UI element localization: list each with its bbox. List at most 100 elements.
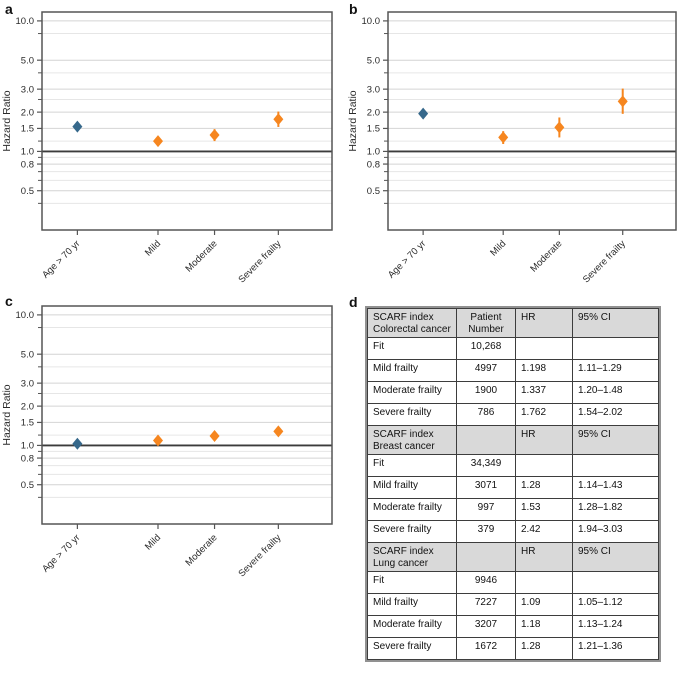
table-cell: 786	[456, 403, 516, 426]
table-row: Severe frailty 1672 1.28 1.21–1.36	[367, 637, 659, 660]
table-header-cell: HR	[515, 425, 573, 455]
x-tick-label: Moderate	[528, 238, 564, 274]
table-cell: 1.198	[515, 359, 573, 382]
y-tick-label: 3.0	[21, 378, 34, 389]
table-cell: 2.42	[515, 520, 573, 543]
table-cell: 1900	[456, 381, 516, 404]
table-row: Severe frailty 379 2.42 1.94–3.03	[367, 520, 659, 543]
y-tick-label: 0.8	[21, 159, 34, 170]
table-row: Mild frailty 3071 1.28 1.14–1.43	[367, 476, 659, 499]
table-cell: 1.53	[515, 498, 573, 521]
table-cell: 3071	[456, 476, 516, 499]
data-point-marker	[209, 128, 220, 141]
panel-label-a: a	[5, 1, 13, 17]
table-cell	[572, 454, 659, 477]
table-row: Moderate frailty 3207 1.18 1.13–1.24	[367, 615, 659, 638]
table-cell: 1.05–1.12	[572, 593, 659, 616]
table-cell: 1.13–1.24	[572, 615, 659, 638]
y-tick-label: 0.8	[367, 159, 380, 170]
table-header-cell: HR	[515, 542, 573, 572]
table-cell: Moderate frailty	[367, 615, 457, 638]
y-tick-label: 10.0	[16, 16, 35, 27]
data-point-marker	[498, 131, 509, 144]
data-point-marker	[617, 95, 628, 108]
x-tick-label: Mild	[143, 532, 163, 552]
table-cell: 4997	[456, 359, 516, 382]
y-tick-label: 1.0	[367, 147, 380, 158]
table-cell: 1.18	[515, 615, 573, 638]
y-tick-label: 2.0	[21, 401, 34, 412]
x-tick-label: Age > 70 yr	[40, 532, 82, 574]
table-header-row: SCARF index Colorectal cancer Patient Num…	[367, 308, 659, 338]
table-cell	[515, 337, 573, 360]
table-cell: 7227	[456, 593, 516, 616]
y-tick-label: 1.5	[367, 124, 380, 135]
panel-label-c: c	[5, 293, 13, 309]
table-header-cell: HR	[515, 308, 573, 338]
table-header-cell	[456, 425, 516, 455]
x-tick-label: Severe frailty	[581, 238, 628, 285]
table-header-cell: SCARF index Lung cancer	[367, 542, 457, 572]
y-tick-label: 1.5	[21, 124, 34, 135]
table-cell	[572, 337, 659, 360]
panel-label-d: d	[349, 294, 358, 310]
data-point-marker	[209, 430, 220, 443]
x-tick-label: Age > 70 yr	[386, 238, 428, 280]
table-cell: Fit	[367, 571, 457, 594]
y-tick-label: 5.0	[367, 55, 380, 66]
table-cell: 10,268	[456, 337, 516, 360]
table-header-cell: Patient Number	[456, 308, 516, 338]
table-row: Moderate frailty 1900 1.337 1.20–1.48	[367, 381, 659, 404]
table-cell: 1.21–1.36	[572, 637, 659, 660]
y-tick-label: 0.5	[367, 186, 380, 197]
table-cell: 379	[456, 520, 516, 543]
table-row: Mild frailty 7227 1.09 1.05–1.12	[367, 593, 659, 616]
y-tick-label: 5.0	[21, 55, 34, 66]
table-cell: 1.762	[515, 403, 573, 426]
table-cell: 1672	[456, 637, 516, 660]
x-tick-label: Moderate	[184, 532, 220, 568]
results-table-body: SCARF index Colorectal cancer Patient Num…	[367, 308, 659, 660]
table-cell: 1.14–1.43	[572, 476, 659, 499]
table-cell: 1.09	[515, 593, 573, 616]
y-tick-label: 10.0	[16, 310, 35, 321]
data-point-marker	[153, 135, 163, 148]
y-tick-label: 2.0	[367, 107, 380, 118]
x-tick-label: Mild	[488, 238, 508, 258]
table-cell: Mild frailty	[367, 593, 457, 616]
results-table: SCARF index Colorectal cancer Patient Num…	[365, 306, 661, 662]
x-tick-label: Severe frailty	[236, 238, 283, 285]
table-cell: 34,349	[456, 454, 516, 477]
x-tick-label: Age > 70 yr	[40, 238, 82, 280]
table-cell: Mild frailty	[367, 359, 457, 382]
data-point-marker	[273, 113, 284, 126]
y-tick-label: 0.8	[21, 453, 34, 464]
data-point-marker	[72, 120, 83, 133]
table-cell: Severe frailty	[367, 403, 457, 426]
table-cell: Mild frailty	[367, 476, 457, 499]
table-row: Fit 34,349	[367, 454, 659, 477]
plot-area	[41, 305, 333, 525]
table-cell: 1.20–1.48	[572, 381, 659, 404]
table-cell: 997	[456, 498, 516, 521]
data-point-marker	[273, 425, 284, 438]
table-cell: Fit	[367, 454, 457, 477]
y-tick-label: 2.0	[21, 107, 34, 118]
hazard-ratio-chart-breast: 10.0 5.0 3.0 2.0 1.5 1.00.8 0.5 Age > 70 yr Mild…	[347, 11, 677, 285]
table-row: Fit 10,268	[367, 337, 659, 360]
x-tick-label: Mild	[143, 238, 163, 258]
y-tick-label: 0.5	[21, 186, 34, 197]
y-tick-label: 1.0	[21, 147, 34, 158]
plot-area	[387, 11, 677, 231]
table-row: Severe frailty 786 1.762 1.54–2.02	[367, 403, 659, 426]
y-axis-title: Hazard Ratio	[1, 90, 13, 151]
data-point-marker	[72, 437, 83, 450]
table-cell: 1.28–1.82	[572, 498, 659, 521]
y-tick-label: 1.0	[21, 441, 34, 452]
table-header-cell: SCARF index Colorectal cancer	[367, 308, 457, 338]
table-cell: 9946	[456, 571, 516, 594]
hazard-ratio-chart-lung: 10.0 5.0 3.0 2.0 1.5 1.00.8 0.5 Age > 70 yr Mild…	[1, 305, 333, 579]
x-tick-label: Severe frailty	[236, 532, 283, 579]
table-cell: 1.54–2.02	[572, 403, 659, 426]
